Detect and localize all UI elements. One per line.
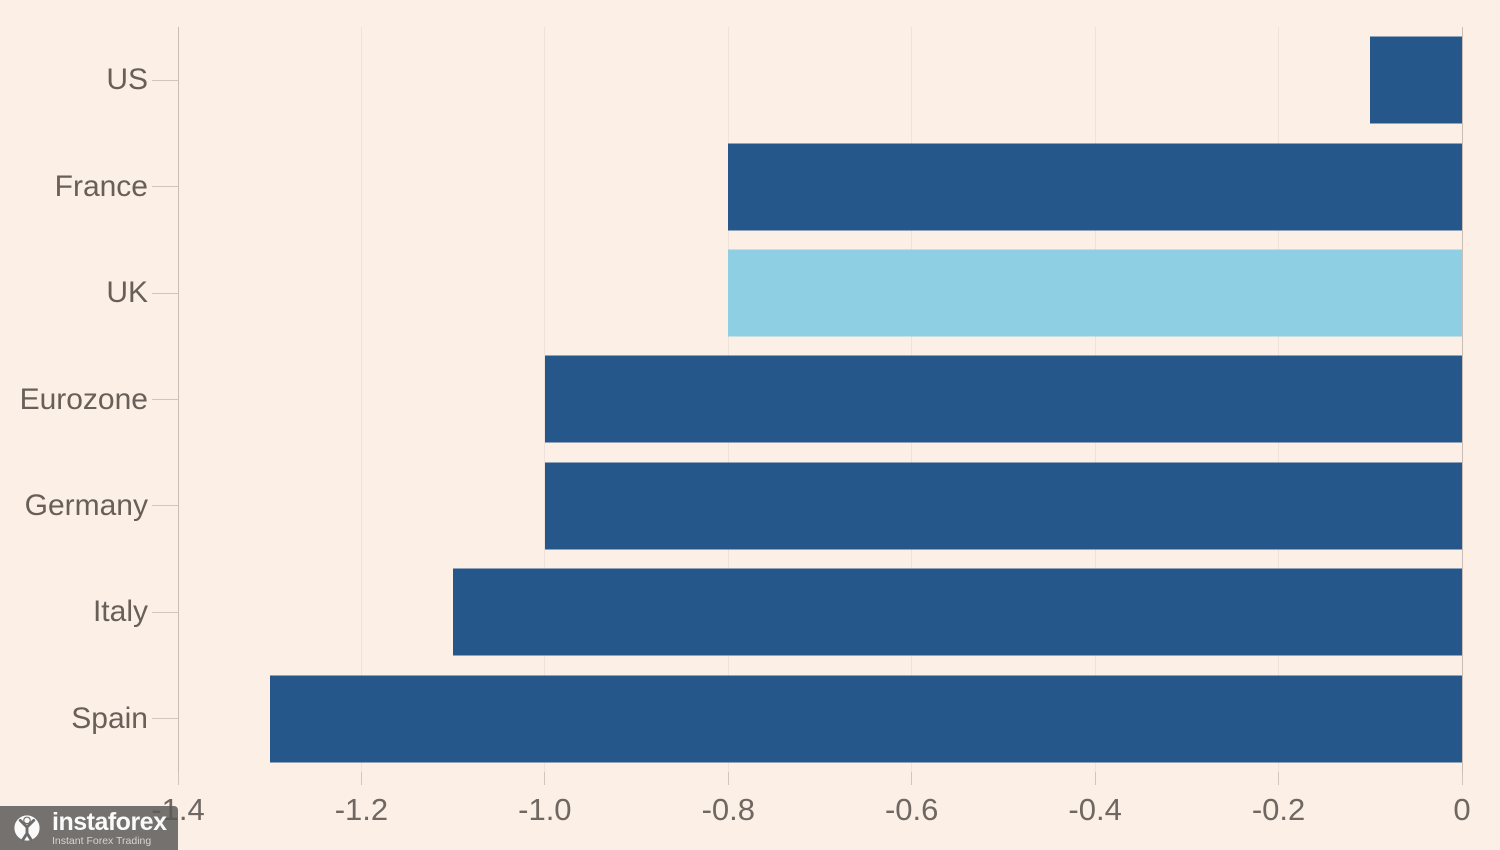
x-axis-tick xyxy=(1461,772,1463,785)
x-axis-tick xyxy=(360,772,362,785)
gridline xyxy=(360,27,362,772)
bars-container xyxy=(178,27,1462,772)
y-axis-line xyxy=(177,27,179,772)
x-axis-tick xyxy=(727,772,729,785)
bar-eurozone xyxy=(544,355,1462,443)
brand-tagline: Instant Forex Trading xyxy=(52,835,152,847)
bar-row xyxy=(178,559,1462,665)
y-axis-tick xyxy=(152,718,178,720)
x-tick-label: -0.8 xyxy=(701,792,755,827)
x-tick-label: -0.2 xyxy=(1251,792,1306,827)
bar-us xyxy=(1370,36,1462,124)
y-axis-tick xyxy=(152,611,178,613)
brand-name: instaforex xyxy=(52,808,167,836)
y-axis-tick xyxy=(152,505,178,507)
bar-row xyxy=(178,240,1462,346)
bar-germany xyxy=(544,462,1462,550)
bar-italy xyxy=(453,568,1462,656)
x-axis-tick xyxy=(911,772,913,785)
y-axis-tick xyxy=(152,79,178,81)
y-category-label: UK xyxy=(106,276,148,310)
y-category-label: Germany xyxy=(24,488,148,522)
gridline xyxy=(544,27,546,772)
x-tick-label: -0.4 xyxy=(1068,792,1122,827)
y-axis-tick xyxy=(152,292,178,294)
y-category-label: Eurozone xyxy=(19,382,148,416)
instaforex-logo: instaforex Instant Forex Trading xyxy=(0,806,178,850)
y-category-label: Spain xyxy=(71,701,148,735)
y-category-label: Italy xyxy=(92,595,148,629)
bar-france xyxy=(728,143,1462,231)
logo-text: instaforex Instant Forex Trading xyxy=(52,809,174,847)
y-axis-tick xyxy=(152,186,178,188)
bar-row xyxy=(178,666,1462,772)
x-axis-tick xyxy=(1094,772,1096,785)
bar-row xyxy=(178,453,1462,559)
x-tick-label: 0 xyxy=(1453,792,1471,827)
y-category-label: France xyxy=(54,169,148,203)
zero-line xyxy=(1461,27,1463,772)
x-axis-tick xyxy=(544,772,546,785)
y-category-label: US xyxy=(106,63,148,97)
x-axis-tick xyxy=(177,772,179,785)
bar-row xyxy=(178,133,1462,239)
x-tick-label: -0.6 xyxy=(884,792,939,827)
y-axis-tick xyxy=(152,399,178,400)
bar-row xyxy=(178,346,1462,452)
bar-row xyxy=(178,27,1462,133)
plot-area xyxy=(177,27,1463,772)
x-tick-label: -1.2 xyxy=(334,792,389,827)
bar-spain xyxy=(269,675,1462,763)
x-axis-tick xyxy=(1278,772,1280,785)
bar-uk xyxy=(728,249,1462,337)
gear-person-icon xyxy=(14,815,40,842)
x-tick-label: -1.0 xyxy=(518,792,572,827)
